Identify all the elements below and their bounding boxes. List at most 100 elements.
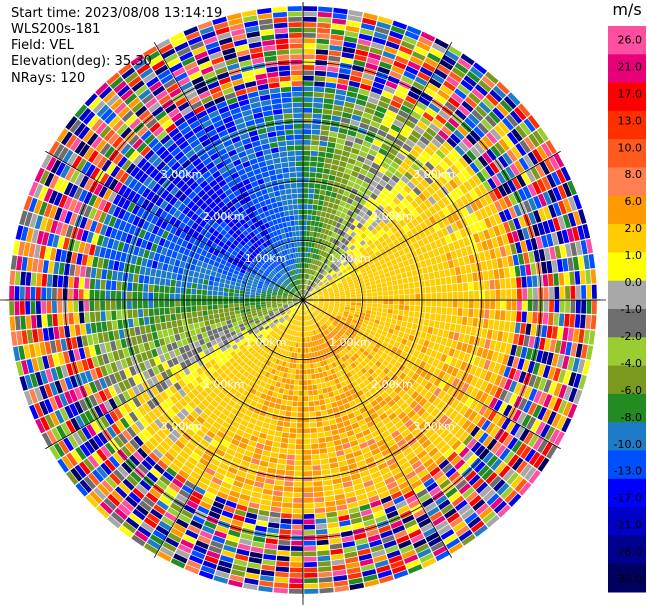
- velocity-gate: [322, 223, 328, 229]
- velocity-gate: [572, 210, 582, 226]
- velocity-gate: [303, 16, 317, 22]
- velocity-gate: [218, 444, 228, 453]
- velocity-gate: [468, 254, 476, 264]
- velocity-gate: [299, 315, 302, 321]
- velocity-gate: [378, 379, 386, 387]
- velocity-gate: [186, 499, 199, 510]
- velocity-gate: [371, 267, 378, 273]
- velocity-gate: [309, 253, 313, 259]
- velocity-gate: [427, 195, 437, 206]
- velocity-gate: [345, 561, 360, 569]
- velocity-gate: [348, 326, 354, 332]
- velocity-gate: [257, 333, 264, 339]
- velocity-gate: [289, 311, 293, 317]
- velocity-gate: [19, 301, 25, 315]
- velocity-gate: [308, 390, 314, 396]
- velocity-gate: [397, 50, 411, 60]
- velocity-gate: [130, 471, 142, 483]
- velocity-gate: [364, 579, 380, 588]
- velocity-gate: [528, 133, 540, 148]
- velocity-gate: [263, 313, 269, 318]
- velocity-gate: [402, 384, 411, 393]
- velocity-gate: [245, 512, 258, 520]
- velocity-gate: [324, 195, 331, 202]
- velocity-gate: [388, 486, 400, 495]
- velocity-gate: [334, 176, 343, 183]
- velocity-gate: [260, 455, 270, 462]
- velocity-gate: [407, 60, 421, 71]
- velocity-gate: [329, 396, 336, 403]
- velocity-gate: [270, 380, 277, 386]
- velocity-gate: [263, 332, 269, 338]
- velocity-gate: [516, 311, 522, 322]
- velocity-gate: [340, 362, 347, 369]
- velocity-gate: [411, 209, 420, 218]
- velocity-gate: [391, 334, 398, 341]
- velocity-gate: [566, 228, 575, 243]
- velocity-gate: [514, 160, 525, 174]
- velocity-gate: [315, 523, 328, 530]
- velocity-gate: [304, 556, 317, 562]
- velocity-gate: [323, 323, 328, 329]
- velocity-gate: [383, 85, 396, 95]
- velocity-gate: [332, 355, 338, 362]
- velocity-gate: [125, 495, 138, 508]
- velocity-gate: [329, 317, 334, 322]
- velocity-gate: [312, 292, 318, 296]
- velocity-gate: [376, 349, 384, 356]
- velocity-gate: [261, 493, 273, 501]
- velocity-gate: [415, 513, 429, 524]
- velocity-gate: [316, 529, 328, 535]
- velocity-gate: [484, 71, 499, 85]
- velocity-gate: [503, 378, 513, 391]
- velocity-gate: [165, 467, 178, 478]
- velocity-gate: [359, 168, 368, 176]
- velocity-gate: [364, 390, 372, 398]
- velocity-gate: [381, 208, 390, 217]
- velocity-gate: [547, 189, 557, 204]
- velocity-gate: [262, 422, 270, 429]
- velocity-gate: [332, 238, 338, 245]
- velocity-gate: [293, 497, 303, 503]
- velocity-gate: [427, 250, 435, 259]
- velocity-gate: [310, 288, 314, 293]
- velocity-gate: [468, 291, 474, 300]
- velocity-gate: [224, 376, 232, 384]
- velocity-gate: [267, 407, 274, 414]
- velocity-gate: [320, 250, 325, 256]
- velocity-gate: [186, 414, 196, 423]
- velocity-gate: [525, 323, 532, 335]
- velocity-gate: [215, 337, 222, 344]
- velocity-gate: [488, 361, 496, 372]
- velocity-gate: [202, 305, 208, 311]
- velocity-gate: [295, 369, 300, 375]
- velocity-gate: [319, 135, 329, 142]
- velocity-gate: [34, 402, 44, 418]
- velocity-gate: [197, 535, 211, 545]
- velocity-gate: [510, 310, 517, 322]
- velocity-gate: [250, 435, 259, 442]
- velocity-gate: [507, 255, 514, 267]
- velocity-gate: [475, 262, 483, 272]
- velocity-gate: [256, 470, 267, 478]
- velocity-gate: [264, 383, 271, 390]
- velocity-gate: [336, 315, 342, 319]
- velocity-gate: [494, 387, 503, 399]
- velocity-gate: [420, 522, 434, 533]
- velocity-gate: [308, 182, 315, 189]
- velocity-gate: [517, 188, 528, 202]
- velocity-gate: [434, 38, 449, 49]
- velocity-gate: [337, 332, 343, 338]
- velocity-gate: [511, 128, 523, 142]
- velocity-gate: [52, 353, 60, 367]
- velocity-gate: [474, 367, 483, 378]
- velocity-gate: [126, 291, 132, 300]
- velocity-gate: [83, 476, 97, 490]
- velocity-gate: [338, 73, 350, 80]
- velocity-gate: [275, 381, 281, 388]
- velocity-gate: [338, 309, 344, 313]
- velocity-gate: [313, 329, 317, 335]
- velocity-gate: [346, 91, 358, 99]
- velocity-gate: [325, 506, 337, 513]
- velocity-gate: [250, 300, 255, 303]
